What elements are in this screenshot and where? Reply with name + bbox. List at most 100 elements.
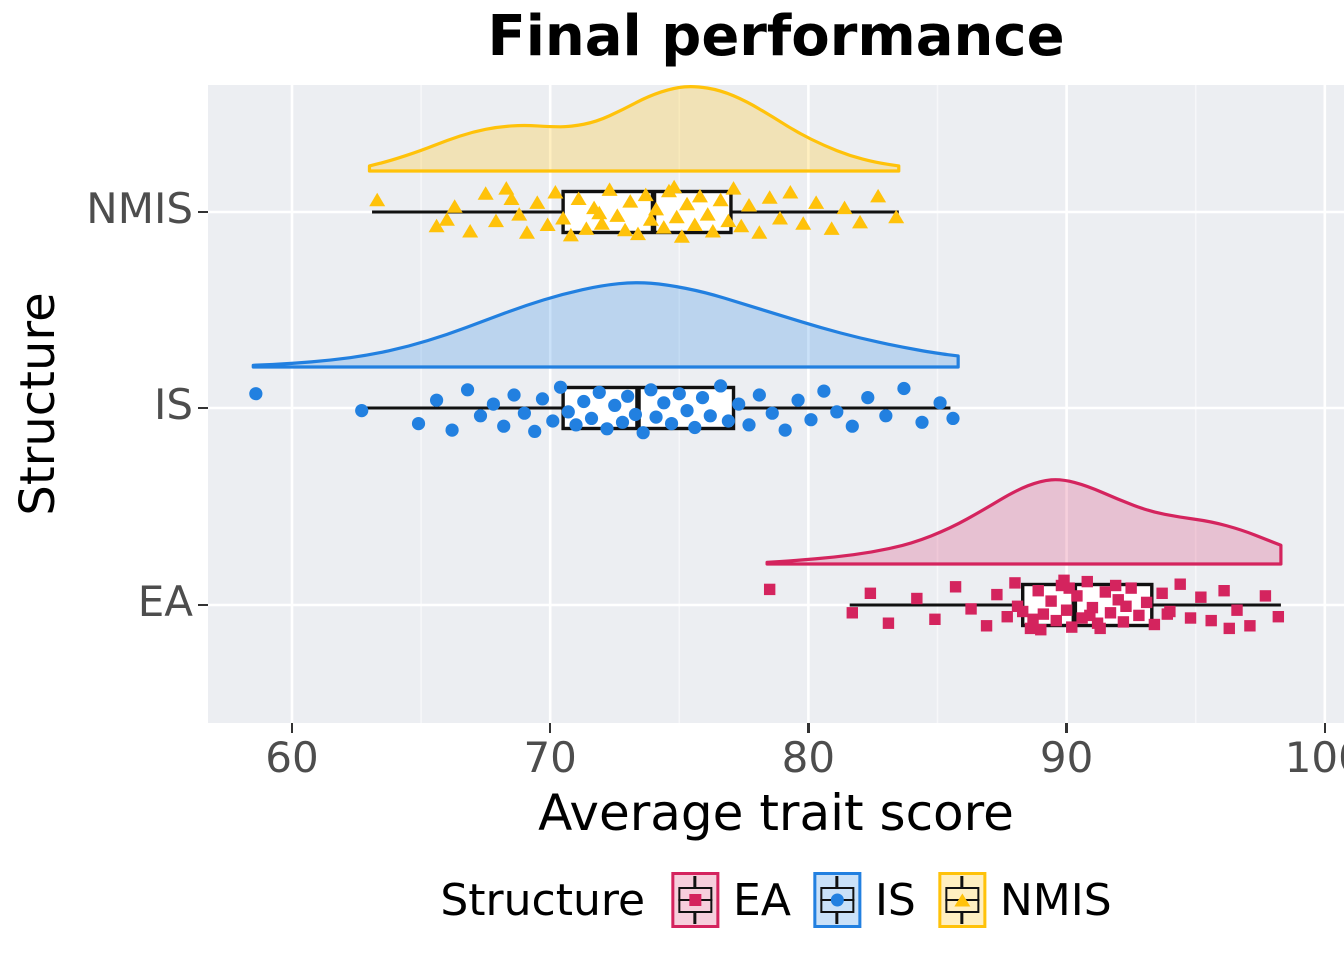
data-point-nmis bbox=[477, 186, 494, 200]
data-point-is bbox=[721, 414, 735, 428]
data-point-ea bbox=[1017, 605, 1029, 618]
data-point-ea bbox=[929, 613, 941, 625]
data-point-nmis bbox=[852, 214, 869, 229]
legend-key-is-boxplot-glyph bbox=[812, 872, 861, 928]
data-point-nmis bbox=[712, 192, 729, 207]
data-point-nmis bbox=[462, 224, 479, 238]
data-point-nmis bbox=[487, 213, 504, 228]
data-point-nmis bbox=[642, 212, 659, 226]
data-point-nmis bbox=[593, 216, 610, 230]
data-point-nmis bbox=[795, 216, 812, 230]
data-point-is bbox=[615, 415, 630, 429]
data-point-is bbox=[600, 422, 614, 436]
data-point-nmis bbox=[679, 196, 696, 211]
data-point-ea bbox=[864, 587, 877, 599]
data-point-nmis bbox=[529, 195, 546, 209]
legend-item-ea: EA bbox=[671, 872, 791, 928]
data-point-nmis bbox=[720, 213, 737, 228]
data-point-nmis bbox=[511, 207, 528, 221]
data-point-is bbox=[765, 406, 779, 420]
data-point-is bbox=[507, 388, 521, 402]
data-point-is bbox=[528, 424, 542, 438]
legend-glyph-whisker-bottom bbox=[693, 913, 697, 924]
data-point-nmis bbox=[498, 181, 515, 195]
data-point-is bbox=[879, 409, 893, 423]
data-point-nmis bbox=[629, 226, 646, 241]
data-point-nmis bbox=[438, 212, 455, 226]
data-point-ea bbox=[1009, 577, 1021, 589]
data-point-is bbox=[897, 381, 911, 396]
data-point-ea bbox=[1071, 590, 1083, 602]
data-point-nmis bbox=[823, 221, 840, 235]
data-point-is bbox=[497, 419, 511, 433]
x-tick-label: 100 bbox=[1284, 733, 1344, 782]
data-point-ea bbox=[1133, 609, 1145, 622]
data-point-ea bbox=[1076, 612, 1088, 624]
data-point-is bbox=[546, 414, 560, 428]
data-point-ea bbox=[911, 592, 923, 605]
x-tick-mark bbox=[548, 723, 552, 733]
data-point-ea bbox=[1058, 574, 1070, 586]
x-tick-mark bbox=[1323, 723, 1327, 733]
data-point-is bbox=[778, 423, 792, 437]
legend-marker-circle-icon bbox=[830, 893, 844, 907]
density-area-ea bbox=[765, 478, 1283, 566]
data-point-nmis bbox=[808, 195, 825, 209]
legend-key-ea-boxplot-glyph bbox=[671, 872, 720, 928]
data-point-ea bbox=[763, 583, 776, 596]
data-point-ea bbox=[1125, 582, 1137, 594]
data-point-ea bbox=[1050, 614, 1062, 627]
data-point-ea bbox=[1024, 622, 1037, 635]
legend: Structure EA IS bbox=[440, 872, 1112, 928]
data-point-is bbox=[714, 379, 728, 393]
data-point-is bbox=[861, 391, 875, 405]
legend-label-is: IS bbox=[874, 874, 916, 926]
data-point-is bbox=[830, 405, 844, 419]
data-point-nmis bbox=[503, 191, 520, 205]
data-point-is bbox=[695, 391, 710, 405]
data-point-ea bbox=[1140, 596, 1153, 609]
data-point-ea bbox=[1001, 611, 1013, 623]
data-point-is bbox=[672, 387, 686, 401]
data-point-ea bbox=[1060, 604, 1073, 616]
legend-key-nmis-boxplot-glyph bbox=[937, 872, 986, 928]
x-tick-label: 60 bbox=[265, 733, 319, 782]
data-point-nmis bbox=[699, 207, 716, 221]
legend-item-nmis: NMIS bbox=[937, 872, 1112, 928]
data-point-is bbox=[608, 398, 622, 412]
data-point-ea bbox=[1205, 614, 1217, 627]
data-point-nmis bbox=[591, 205, 608, 220]
data-point-is bbox=[621, 389, 635, 403]
legend-glyph-whisker-bottom bbox=[960, 913, 964, 924]
data-point-nmis bbox=[686, 217, 703, 231]
data-point-nmis bbox=[617, 222, 634, 237]
data-point-is bbox=[742, 418, 756, 432]
data-point-ea bbox=[1112, 594, 1124, 606]
data-point-ea bbox=[1109, 579, 1122, 592]
data-point-nmis bbox=[870, 188, 887, 203]
legend-glyph-whisker-top bbox=[835, 876, 839, 887]
data-point-ea bbox=[1032, 585, 1044, 597]
data-point-ea bbox=[1164, 605, 1176, 618]
data-point-is bbox=[644, 383, 658, 397]
data-point-nmis bbox=[741, 198, 758, 212]
data-point-ea bbox=[991, 588, 1003, 601]
legend-glyph-whisker-bottom bbox=[835, 913, 839, 924]
legend-label-nmis: NMIS bbox=[999, 874, 1112, 926]
data-point-nmis bbox=[751, 225, 768, 239]
density-area-nmis bbox=[367, 85, 901, 173]
data-point-ea bbox=[1045, 595, 1057, 607]
data-point-is bbox=[817, 384, 831, 398]
data-point-ea bbox=[1086, 601, 1099, 614]
data-point-is bbox=[429, 393, 444, 407]
data-point-ea bbox=[1272, 611, 1285, 623]
data-point-ea bbox=[1066, 621, 1078, 633]
legend-title: Structure bbox=[440, 874, 646, 926]
legend-marker-triangle-icon bbox=[953, 893, 970, 907]
data-point-is bbox=[664, 417, 679, 431]
legend-marker-square-icon bbox=[689, 894, 702, 906]
y-tick-mark bbox=[198, 210, 208, 214]
data-point-ea bbox=[1081, 575, 1093, 588]
data-point-nmis bbox=[637, 187, 654, 202]
